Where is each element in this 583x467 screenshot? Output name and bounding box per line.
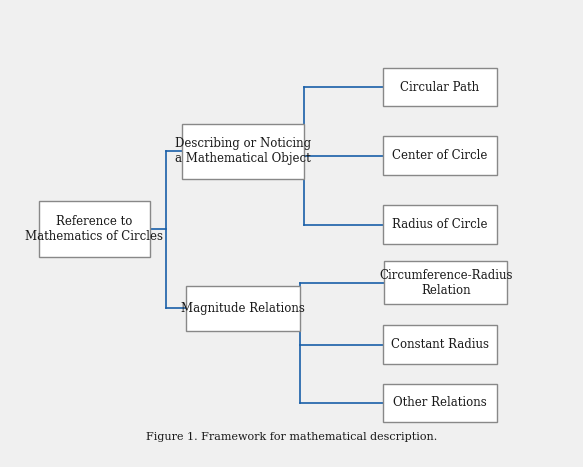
Text: Reference to
Mathematics of Circles: Reference to Mathematics of Circles <box>26 215 163 243</box>
Text: Figure 1. Framework for mathematical description.: Figure 1. Framework for mathematical des… <box>146 432 437 441</box>
FancyBboxPatch shape <box>186 286 300 331</box>
FancyBboxPatch shape <box>384 261 507 304</box>
FancyBboxPatch shape <box>383 325 497 364</box>
Text: Describing or Noticing
a Mathematical Object: Describing or Noticing a Mathematical Ob… <box>175 137 311 165</box>
FancyBboxPatch shape <box>38 201 150 257</box>
Text: Circumference-Radius
Relation: Circumference-Radius Relation <box>379 269 512 297</box>
Text: Radius of Circle: Radius of Circle <box>392 218 488 231</box>
Text: Circular Path: Circular Path <box>401 80 480 93</box>
Text: Center of Circle: Center of Circle <box>392 149 488 163</box>
FancyBboxPatch shape <box>383 205 497 244</box>
FancyBboxPatch shape <box>383 136 497 175</box>
FancyBboxPatch shape <box>383 383 497 422</box>
Text: Constant Radius: Constant Radius <box>391 338 489 351</box>
Text: Other Relations: Other Relations <box>393 396 487 410</box>
FancyBboxPatch shape <box>181 124 304 179</box>
FancyBboxPatch shape <box>383 68 497 106</box>
Text: Magnitude Relations: Magnitude Relations <box>181 302 305 315</box>
